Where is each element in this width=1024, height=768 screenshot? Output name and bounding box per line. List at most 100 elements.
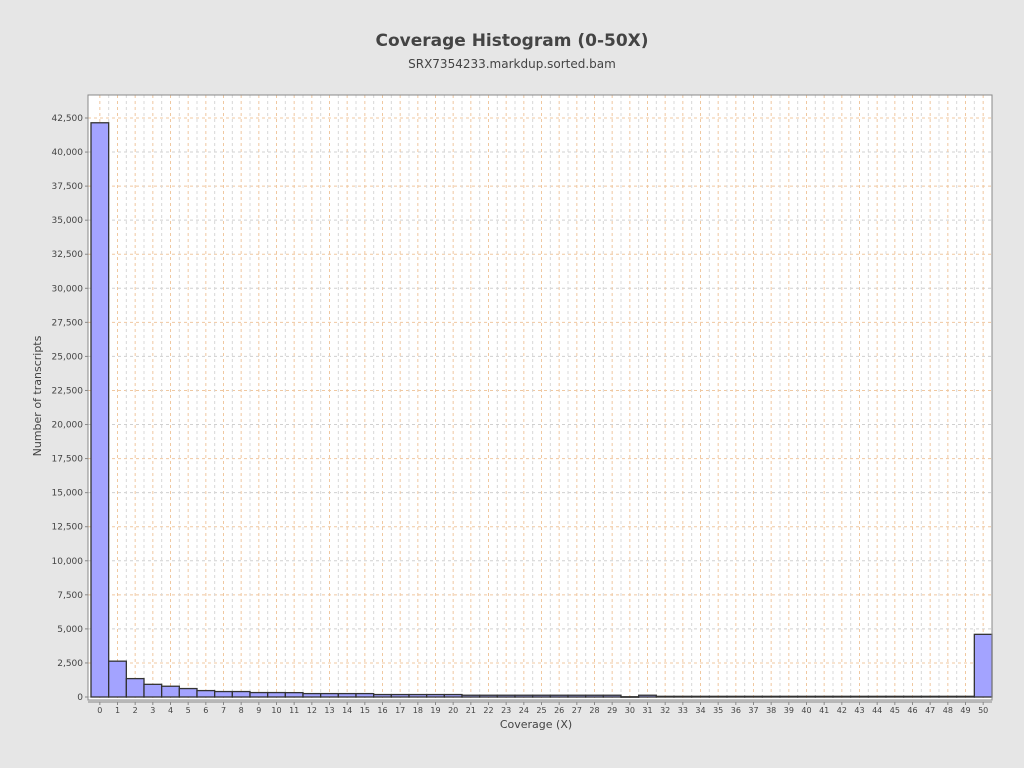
y-tick-label: 37,500 (52, 182, 84, 192)
histogram-bar (267, 691, 286, 698)
histogram-bar (761, 695, 781, 698)
x-tick-label: 24 (519, 706, 529, 715)
x-tick-label: 0 (97, 706, 102, 715)
x-tick-label: 10 (271, 706, 281, 715)
histogram-bar (903, 695, 922, 698)
x-tick-label: 17 (395, 706, 405, 715)
histogram-bar (196, 689, 216, 698)
y-tick-label: 40,000 (52, 148, 84, 158)
y-tick-label: 17,500 (52, 455, 84, 465)
y-tick-label: 35,000 (52, 216, 84, 226)
histogram-bar (461, 694, 481, 698)
histogram-bar (602, 694, 622, 698)
histogram-bar (585, 694, 604, 698)
histogram-bar (161, 685, 180, 698)
histogram-bar (814, 695, 834, 698)
histogram-bar (885, 695, 905, 698)
x-tick-label: 26 (554, 706, 564, 715)
x-tick-label: 15 (360, 706, 370, 715)
histogram-bar (691, 695, 710, 698)
x-tick-label: 7 (221, 706, 226, 715)
x-tick-label: 23 (501, 706, 511, 715)
histogram-bar (108, 660, 127, 698)
x-tick-label: 31 (642, 706, 652, 715)
x-tick-label: 11 (289, 706, 299, 715)
x-tick-label: 46 (907, 706, 917, 715)
histogram-bar (956, 695, 975, 698)
x-tick-label: 4 (168, 706, 173, 715)
y-tick-label: 2,500 (57, 659, 83, 669)
plot-border (87, 94, 993, 701)
y-tick-label: 42,500 (52, 114, 84, 124)
x-tick-label: 2 (133, 706, 138, 715)
histogram-bar (567, 694, 587, 698)
histogram-bar (337, 692, 357, 698)
x-tick-label: 29 (607, 706, 617, 715)
histogram-bar (655, 695, 675, 698)
histogram-bar (797, 695, 816, 698)
x-tick-label: 49 (960, 706, 970, 715)
histogram-bar (426, 693, 445, 698)
histogram-bar (973, 633, 993, 698)
histogram-bar (373, 693, 392, 698)
x-tick-label: 12 (307, 706, 317, 715)
x-tick-label: 28 (589, 706, 599, 715)
histogram-bar (850, 695, 869, 698)
histogram-bar (125, 677, 145, 698)
histogram-bar (620, 696, 640, 698)
y-tick-label: 15,000 (52, 489, 84, 499)
histogram-bar (231, 690, 251, 698)
chart-subtitle: SRX7354233.markdup.sorted.bam (408, 57, 616, 71)
x-tick-label: 36 (731, 706, 741, 715)
histogram-bar (479, 694, 498, 698)
x-tick-label: 44 (872, 706, 882, 715)
y-tick-label: 25,000 (52, 352, 84, 362)
x-tick-label: 22 (483, 706, 493, 715)
x-tick-label: 8 (239, 706, 244, 715)
histogram-bar (355, 692, 375, 698)
y-tick-label: 20,000 (52, 421, 84, 431)
histogram-bar (390, 693, 410, 698)
y-tick-label: 7,500 (57, 591, 83, 601)
histogram-bar (744, 695, 763, 698)
histogram-bar (708, 695, 728, 698)
histogram-bar (549, 694, 569, 698)
x-tick-label: 13 (324, 706, 334, 715)
y-tick-label: 5,000 (57, 625, 83, 635)
x-tick-label: 30 (625, 706, 635, 715)
histogram-bar (920, 695, 940, 698)
histogram-bar (532, 694, 551, 698)
x-tick-label: 45 (890, 706, 900, 715)
x-tick-label: 48 (943, 706, 953, 715)
x-tick-label: 21 (466, 706, 476, 715)
histogram-bar (443, 693, 463, 698)
y-tick-label: 12,500 (52, 523, 84, 533)
histogram-bar (726, 695, 746, 698)
histogram-bar (320, 692, 339, 698)
histogram-bar (779, 695, 799, 698)
histogram-bar (214, 690, 233, 698)
x-tick-label: 32 (660, 706, 670, 715)
x-tick-label: 33 (678, 706, 688, 715)
histogram-bar (938, 695, 958, 698)
x-axis-label: Coverage (X) (500, 718, 572, 731)
x-tick-label: 37 (748, 706, 758, 715)
x-tick-label: 34 (695, 706, 705, 715)
histogram-bar (284, 691, 304, 698)
x-tick-label: 20 (448, 706, 458, 715)
histogram-bar (832, 695, 852, 698)
y-axis-label: Number of transcripts (31, 335, 44, 456)
x-tick-label: 25 (536, 706, 546, 715)
y-tick-label: 10,000 (52, 557, 84, 567)
x-tick-label: 16 (377, 706, 387, 715)
x-tick-label: 35 (713, 706, 723, 715)
x-tick-label: 40 (801, 706, 811, 715)
y-tick-label: 30,000 (52, 284, 84, 294)
histogram-bar (867, 695, 887, 698)
x-tick-label: 3 (150, 706, 155, 715)
x-tick-label: 19 (430, 706, 440, 715)
x-tick-label: 47 (925, 706, 935, 715)
x-tick-label: 1 (115, 706, 120, 715)
histogram-bar (143, 683, 163, 698)
